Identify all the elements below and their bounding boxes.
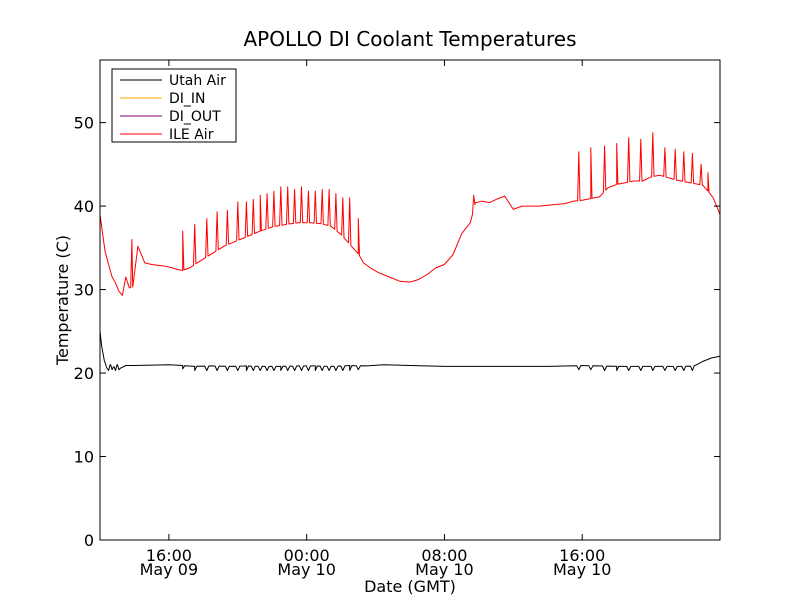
legend-box xyxy=(111,68,237,143)
x-tick-date-label: May 10 xyxy=(553,560,612,579)
y-tick-label: 50 xyxy=(74,114,94,133)
y-axis: 0 10 20 30 40 50 xyxy=(74,114,720,550)
x-tick-time-label: 16:00 xyxy=(146,546,192,565)
x-axis-label: Date (GMT) xyxy=(364,577,456,596)
x-tick-time-label: 00:00 xyxy=(284,546,330,565)
legend: Utah Air DI_IN DI_OUT ILE Air xyxy=(111,68,237,143)
series-layer xyxy=(99,132,721,371)
y-tick-label: 20 xyxy=(74,364,94,383)
x-tick-date-label: May 09 xyxy=(140,560,199,579)
y-tick-label: 0 xyxy=(84,531,94,550)
plot-frame xyxy=(99,59,721,541)
legend-items: Utah Air DI_IN DI_OUT ILE Air xyxy=(120,73,226,143)
x-tick-date-label: May 10 xyxy=(277,560,336,579)
series-line-ile-air xyxy=(99,132,721,296)
legend-label: DI_OUT xyxy=(169,109,221,125)
y-tick-label: 40 xyxy=(74,197,94,216)
chart-title: APOLLO DI Coolant Temperatures xyxy=(243,27,576,51)
legend-label: Utah Air xyxy=(169,73,226,89)
x-tick-date-label: May 10 xyxy=(415,560,474,579)
legend-label: ILE Air xyxy=(169,127,214,143)
series-line-utah-air xyxy=(99,331,721,371)
y-axis-label: Temperature (C) xyxy=(53,235,72,366)
y-tick-label: 30 xyxy=(74,281,94,300)
x-tick-time-label: 08:00 xyxy=(421,546,467,565)
y-tick-label: 10 xyxy=(74,448,94,467)
legend-label: DI_IN xyxy=(169,91,206,107)
x-tick-time-label: 16:00 xyxy=(559,546,605,565)
